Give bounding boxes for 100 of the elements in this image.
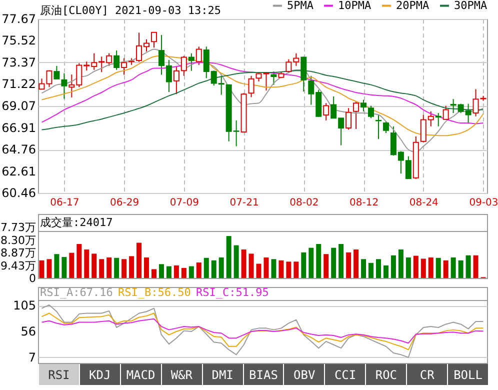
bar (383, 265, 388, 278)
bar (211, 260, 216, 278)
legend-label: 10PMA (338, 0, 372, 12)
bar (428, 257, 434, 278)
bar (84, 249, 90, 278)
bar (174, 265, 179, 278)
bar (354, 249, 359, 278)
bar (204, 258, 209, 278)
bar (376, 259, 381, 278)
text: 8.87万 (0, 246, 36, 260)
bar (368, 262, 374, 278)
bar (248, 254, 254, 278)
candlestick (346, 108, 352, 130)
bar (54, 254, 60, 278)
bar (436, 258, 441, 278)
y-tick-label: 71.22 (2, 77, 36, 92)
bar (361, 259, 366, 278)
text: KDJ (78, 364, 120, 385)
candlestick (114, 50, 120, 70)
text: BOLL (447, 364, 488, 385)
bar (76, 244, 82, 278)
bar (136, 242, 142, 278)
x-tick-label: 06-29 (110, 198, 140, 208)
bar (218, 257, 224, 278)
bar (256, 264, 262, 278)
line-series (41, 312, 484, 350)
y-tick-label: 77.67 (2, 12, 36, 26)
chart-title: 成交量:24017 (40, 216, 113, 229)
text: CR (406, 364, 448, 385)
bar (294, 262, 299, 278)
bar (406, 257, 411, 278)
text: 9.43万 (0, 259, 36, 272)
chart-title: 原油[CL00Y] 2021-09-03 13:25 (40, 4, 221, 17)
x-tick-label: 07-21 (230, 198, 259, 208)
y-tick-label: 73.37 (2, 55, 36, 70)
bar (338, 244, 344, 278)
text: DMI (202, 364, 243, 385)
bar (92, 254, 97, 278)
bar (62, 257, 67, 278)
y-tick-label: 7 (28, 350, 36, 364)
bar (158, 264, 164, 278)
bar (151, 269, 156, 278)
bar (234, 245, 239, 278)
candlestick (353, 100, 360, 130)
bar (106, 257, 112, 278)
bar (413, 256, 418, 278)
series-label: RSI_A:67.16 (40, 286, 113, 299)
bar (129, 256, 134, 278)
bar (241, 249, 246, 278)
candlestick (368, 105, 374, 119)
text: RSI (38, 364, 79, 385)
bar (114, 258, 120, 278)
bar (122, 259, 127, 278)
text: CCI (324, 364, 366, 385)
text: OBV (283, 364, 324, 385)
bar (46, 259, 52, 278)
candlestick (121, 58, 128, 76)
candlestick (323, 102, 330, 121)
bar (398, 249, 404, 278)
text: ROC (365, 364, 406, 385)
bar (331, 248, 336, 278)
bar (301, 252, 306, 278)
bar (450, 257, 456, 278)
bar (271, 259, 276, 278)
x-tick-label: 08-24 (409, 198, 438, 208)
bar (324, 254, 329, 278)
bar (346, 252, 352, 278)
bar (166, 266, 172, 278)
legend-label: 20PMA (396, 0, 430, 12)
bar (390, 255, 396, 278)
bar (286, 262, 292, 278)
legend-label: 30PMA (454, 0, 488, 12)
candlestick (54, 65, 60, 80)
candlestick (300, 56, 307, 92)
candlestick (360, 99, 367, 112)
x-tick-label: 09-03 (469, 198, 498, 208)
candlestick (188, 52, 194, 72)
bar (308, 248, 314, 278)
y-tick-label: 64.76 (2, 142, 36, 157)
x-tick-label: 07-09 (170, 198, 199, 208)
candlestick (61, 72, 68, 100)
text: 8.30万 (0, 234, 36, 247)
bar (39, 260, 44, 278)
y-tick-label: 60.46 (2, 186, 36, 200)
line-series (41, 318, 484, 344)
candlestick (382, 120, 389, 134)
bar (316, 244, 322, 278)
y-tick-label: 105 (13, 298, 36, 313)
candlestick (196, 46, 202, 66)
line-series (41, 304, 484, 358)
series-label: RSI_B:56.50 (118, 286, 191, 299)
text: MACD (120, 364, 161, 385)
x-tick-label: 08-02 (290, 198, 319, 208)
bar (181, 268, 186, 278)
candlestick (150, 32, 157, 48)
bar (226, 236, 232, 278)
bar (443, 260, 448, 278)
bar (196, 262, 202, 278)
candlestick (248, 75, 254, 98)
bar (69, 252, 74, 278)
